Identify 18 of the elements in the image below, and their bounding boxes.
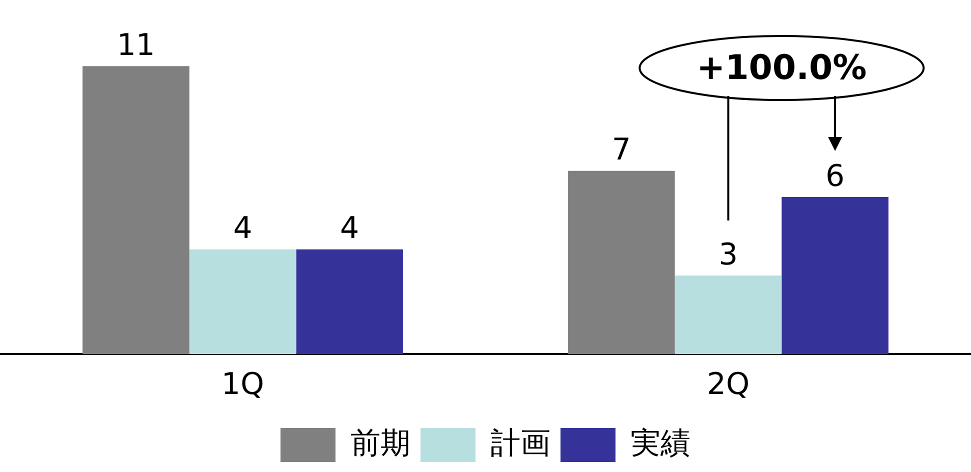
annotation: +100.0% <box>696 48 867 88</box>
bar <box>82 66 190 354</box>
x-tick-label: 2Q <box>706 366 750 402</box>
bar <box>782 197 888 354</box>
data-label: 4 <box>233 211 252 246</box>
legend-label: 前期 <box>350 426 410 461</box>
bar <box>674 276 782 354</box>
bar <box>568 170 675 354</box>
data-label: 3 <box>718 237 738 272</box>
legend-label: 計画 <box>490 426 550 461</box>
legend-label: 実績 <box>630 426 690 461</box>
bar <box>296 249 403 354</box>
x-tick-label: 1Q <box>221 366 264 402</box>
data-label: 7 <box>612 132 631 168</box>
data-label: 11 <box>116 28 156 63</box>
data-label: 6 <box>826 158 845 194</box>
data-label: 4 <box>340 211 360 246</box>
bar <box>189 249 296 354</box>
